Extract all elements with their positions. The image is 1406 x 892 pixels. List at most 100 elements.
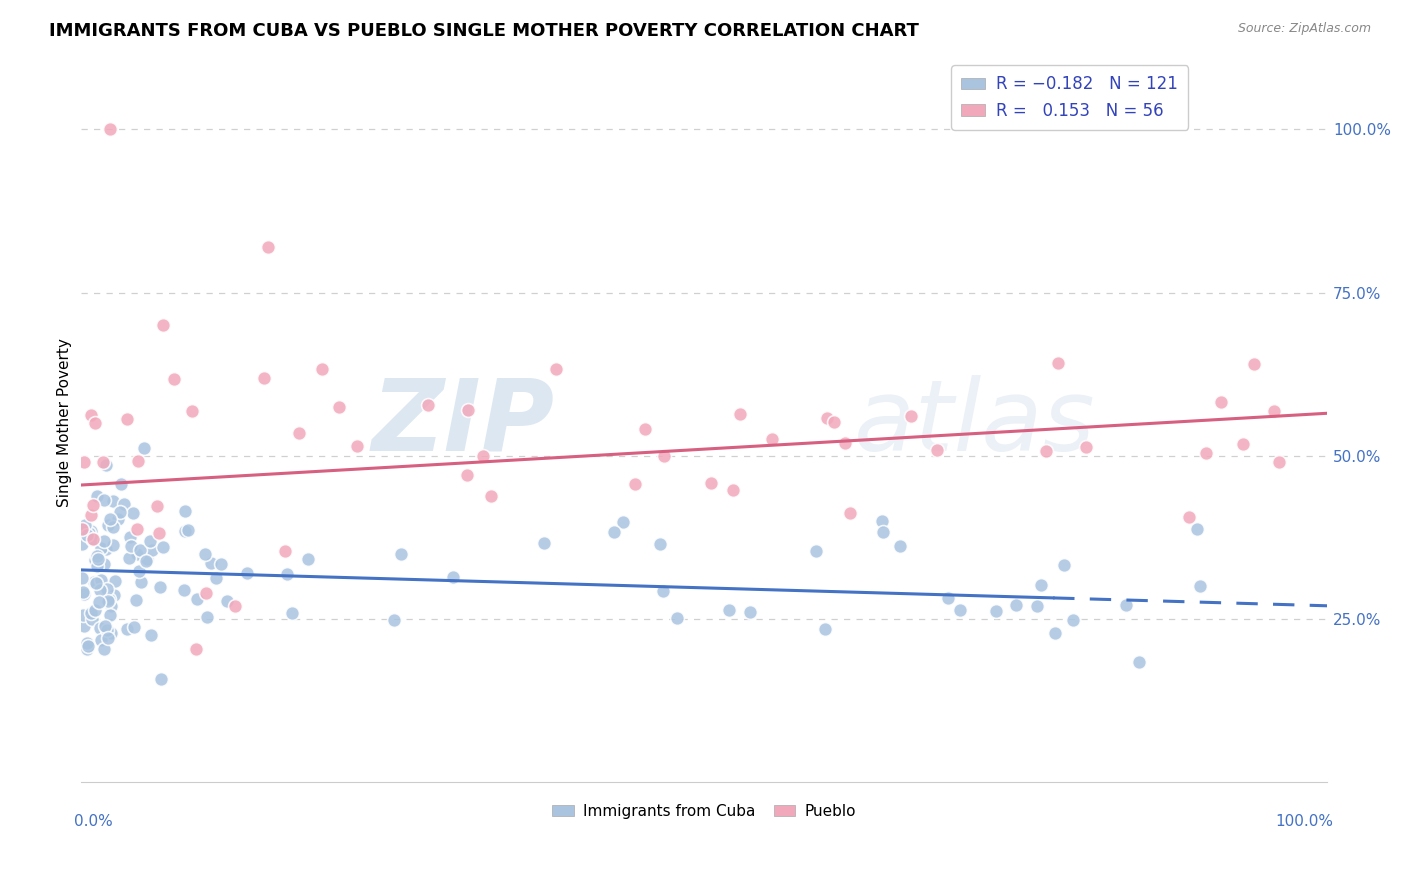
Point [141,543,163,558]
Point [215,594,238,608]
Point [1062,613,1084,627]
Point [84,417,107,431]
Point [195,610,218,624]
Point [1267,455,1289,469]
Point [73,587,96,601]
Point [70,571,93,585]
Point [89,583,111,598]
Point [1243,357,1265,371]
Point [479,489,502,503]
Point [72,585,94,599]
Point [79,606,101,620]
Point [1074,440,1097,454]
Point [1046,356,1069,370]
Point [89,621,111,635]
Point [90,573,112,587]
Point [186,592,208,607]
Text: IMMIGRANTS FROM CUBA VS PUEBLO SINGLE MOTHER POVERTY CORRELATION CHART: IMMIGRANTS FROM CUBA VS PUEBLO SINGLE MO… [49,22,920,40]
Point [814,623,837,637]
Point [346,438,368,452]
Point [209,557,232,571]
Point [177,523,200,537]
Point [98,511,121,525]
Point [77,525,100,540]
Point [149,580,172,594]
Point [128,543,150,558]
Point [101,520,124,534]
Point [120,539,142,553]
Point [297,552,319,566]
Point [651,583,673,598]
Point [149,672,172,686]
Y-axis label: Single Mother Poverty: Single Mother Poverty [58,339,72,508]
Point [148,526,170,541]
Point [101,494,124,508]
Point [1211,395,1233,409]
Point [108,505,131,519]
Point [97,631,120,645]
Point [546,362,568,376]
Point [91,455,114,469]
Point [236,566,259,580]
Point [925,443,948,458]
Point [815,411,838,425]
Point [612,515,634,529]
Point [533,536,555,550]
Point [125,547,148,561]
Point [86,489,108,503]
Point [1031,578,1053,592]
Point [73,518,96,533]
Point [77,640,100,654]
Point [70,522,93,536]
Point [603,525,626,540]
Point [80,524,103,538]
Point [84,576,107,591]
Point [253,371,276,385]
Point [1043,626,1066,640]
Point [152,318,174,333]
Point [107,512,129,526]
Point [174,524,197,538]
Point [665,610,688,624]
Point [1185,522,1208,536]
Point [900,409,922,423]
Point [112,497,135,511]
Point [328,400,350,414]
Point [1128,656,1150,670]
Point [936,591,959,605]
Point [135,554,157,568]
Point [1263,403,1285,417]
Point [82,533,104,547]
Point [76,636,98,650]
Point [93,534,115,549]
Point [96,591,118,606]
Point [73,618,96,632]
Point [257,240,280,254]
Point [1026,599,1049,613]
Point [97,591,120,606]
Point [96,582,118,596]
Point [889,539,911,553]
Point [94,541,117,556]
Point [72,607,94,622]
Point [634,422,657,436]
Point [1053,558,1076,572]
Point [129,575,152,590]
Point [416,398,439,412]
Point [152,540,174,554]
Point [139,534,162,549]
Point [391,547,413,561]
Point [76,528,98,542]
Point [86,558,108,573]
Point [648,537,671,551]
Point [135,552,157,566]
Point [83,575,105,590]
Point [84,553,107,567]
Point [180,404,202,418]
Text: atlas: atlas [853,375,1095,472]
Point [97,594,120,608]
Point [93,492,115,507]
Point [80,508,103,522]
Point [146,499,169,513]
Point [457,402,479,417]
